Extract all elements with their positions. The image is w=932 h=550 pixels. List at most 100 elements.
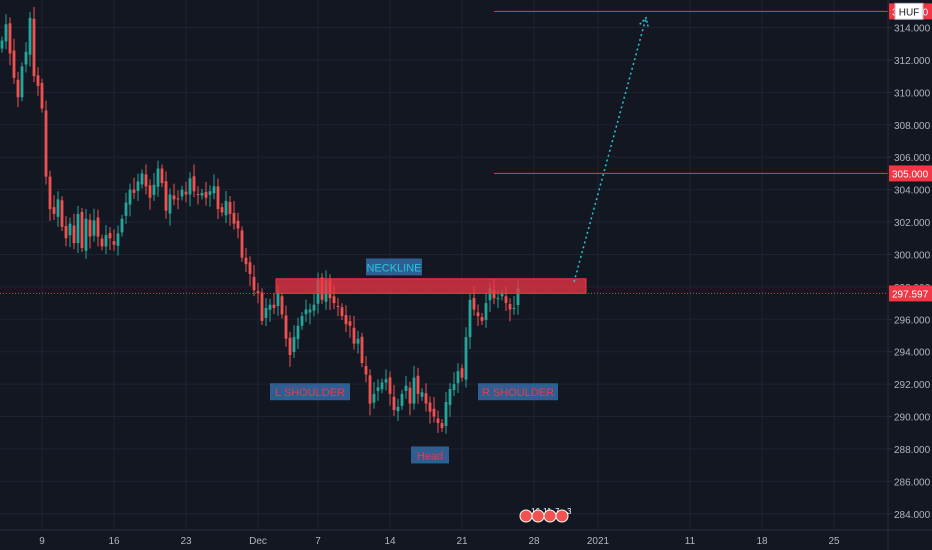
- neckline-label-box: [366, 258, 422, 276]
- candle-body: [336, 306, 340, 308]
- candle-body: [48, 176, 52, 210]
- candle-body: [200, 192, 204, 196]
- candle-body: [400, 393, 404, 406]
- price-axis[interactable]: 314.000 312.000 310.000 308.000 306.000 304.0…: [887, 0, 932, 550]
- y-tick-label: 314.000: [894, 24, 931, 35]
- event-count: 3: [567, 507, 572, 516]
- candle-body: [284, 315, 288, 339]
- candle-body: [168, 194, 172, 214]
- candle-body: [124, 202, 128, 216]
- candle-body: [420, 392, 424, 397]
- candle-body: [428, 402, 432, 412]
- y-tick-label: 312.000: [894, 56, 931, 67]
- candle-body: [364, 365, 368, 375]
- candle-body: [296, 325, 300, 340]
- candle-body: [20, 66, 24, 98]
- candle-body: [236, 220, 240, 229]
- candle-body: [60, 200, 64, 227]
- projection-arrow-head: [639, 16, 649, 27]
- candle-body: [436, 418, 440, 424]
- candle-body: [456, 371, 460, 384]
- candle-body: [304, 309, 308, 315]
- candle-body: [464, 337, 468, 380]
- candle-body: [472, 297, 476, 310]
- candle-body: [92, 220, 96, 236]
- x-tick-label: 11: [685, 536, 696, 547]
- candle-body: [180, 189, 184, 197]
- candle-body: [276, 293, 280, 307]
- pattern-label-box: [270, 383, 350, 401]
- x-tick-label: 25: [828, 536, 840, 547]
- candle-body: [228, 201, 232, 214]
- projection-arrow-line: [573, 17, 647, 283]
- x-tick-label: 16: [108, 536, 120, 547]
- candle-body: [468, 299, 472, 338]
- candle-body: [360, 336, 364, 364]
- candle-body: [68, 223, 72, 236]
- candle-body: [492, 290, 496, 299]
- event-marker[interactable]: [555, 509, 569, 523]
- candle-body: [96, 217, 100, 237]
- candle-body: [372, 393, 376, 403]
- candlestick-series: [0, 6, 520, 434]
- y-tick-label: 284.000: [894, 510, 931, 521]
- candle-body: [272, 304, 276, 308]
- candle-body: [32, 18, 36, 77]
- candle-body: [84, 218, 88, 251]
- x-tick-label: 28: [528, 536, 540, 547]
- x-tick-label: 14: [384, 536, 396, 547]
- candle-body: [376, 387, 380, 391]
- candle-body: [440, 423, 444, 428]
- candle-body: [28, 17, 32, 55]
- y-tick-label: 288.000: [894, 445, 931, 456]
- candle-body: [128, 189, 132, 205]
- candle-body: [192, 176, 196, 192]
- candle-body: [172, 195, 176, 200]
- candle-body: [356, 338, 360, 344]
- candle-body: [352, 327, 356, 344]
- candle-body: [136, 181, 140, 191]
- y-tick-label: 290.000: [894, 413, 931, 424]
- candle-body: [396, 406, 400, 412]
- y-tick-label: 292.000: [894, 380, 931, 391]
- candle-body: [176, 198, 180, 200]
- candle-body: [8, 23, 12, 54]
- candle-body: [500, 293, 504, 297]
- candle-body: [112, 241, 116, 245]
- candle-body: [0, 40, 4, 49]
- pattern-label: Head: [417, 450, 443, 462]
- candle-body: [204, 191, 208, 198]
- candle-body: [460, 368, 464, 378]
- candle-body: [4, 24, 8, 42]
- candle-body: [496, 298, 500, 300]
- candle-body: [516, 288, 520, 306]
- candle-body: [64, 225, 68, 239]
- currency-badge[interactable]: HUF: [899, 7, 920, 18]
- candle-body: [80, 212, 84, 248]
- candle-body: [40, 82, 44, 109]
- y-tick-label: 308.000: [894, 121, 931, 132]
- candle-body: [268, 304, 272, 310]
- time-axis[interactable]: 9 16 23 Dec 7 14 21 28 2021 11 18 25: [0, 529, 932, 547]
- candle-body: [36, 75, 40, 86]
- candle-body: [508, 304, 512, 310]
- candle-body: [16, 79, 20, 98]
- candle-body: [132, 189, 136, 193]
- candle-body: [260, 292, 264, 321]
- pattern-label: L SHOULDER: [275, 387, 345, 399]
- candle-body: [368, 375, 372, 404]
- candle-body: [52, 207, 56, 214]
- candle-body: [216, 186, 220, 210]
- y-tick-label: 302.000: [894, 218, 931, 229]
- candle-body: [452, 384, 456, 390]
- candle-body: [148, 185, 152, 198]
- neckline-zone: [275, 278, 587, 294]
- candle-body: [104, 235, 108, 247]
- candle-body: [152, 184, 156, 195]
- x-tick-label: 9: [39, 536, 45, 547]
- candle-body: [256, 291, 260, 294]
- neckline-label: NECKLINE: [366, 262, 421, 274]
- candle-body: [392, 396, 396, 411]
- currency-badge-bg[interactable]: [894, 2, 924, 20]
